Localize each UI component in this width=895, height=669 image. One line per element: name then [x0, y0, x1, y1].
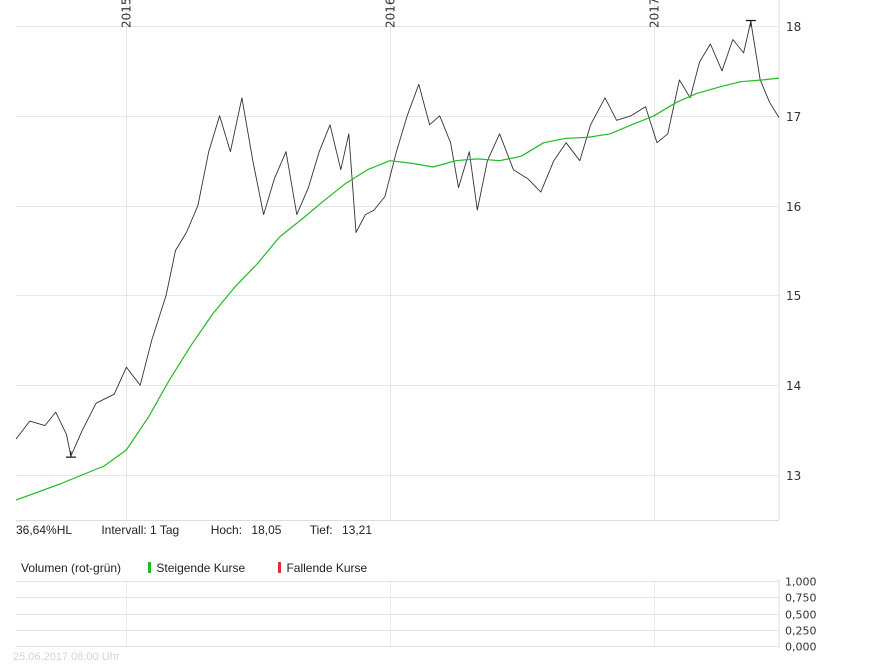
marker-high	[745, 19, 756, 27]
price-y-tick-label: 17	[786, 110, 801, 124]
falling-label: Fallende Kurse	[286, 561, 368, 575]
price-plot-area	[16, 0, 779, 520]
price-y-tick-label: 16	[786, 200, 801, 214]
falling-swatch	[278, 562, 282, 573]
price-y-tick-label: 13	[786, 469, 801, 483]
price-markers	[65, 19, 756, 458]
price-x-tick-label: 2016	[384, 0, 398, 28]
price-y-axis: 13 14 15 16 17 18	[786, 20, 801, 483]
price-lines	[15, 21, 780, 501]
low-value: 13,21	[341, 523, 373, 537]
price-grid	[16, 0, 780, 521]
range-percent: 36,64%HL	[16, 523, 73, 537]
price-y-tick-label: 18	[786, 20, 801, 34]
volume-y-tick-label: 0,250	[785, 625, 817, 638]
rising-label: Steigende Kurse	[156, 561, 246, 575]
stats-bar: 36,64%HL Intervall: 1 Tag Hoch: 18,05 Ti…	[16, 523, 372, 537]
rising-swatch	[148, 562, 152, 573]
volume-y-tick-label: 0,500	[785, 609, 817, 622]
price-x-axis: 2015 2016 2017	[120, 0, 662, 28]
volume-legend: Volumen (rot-grün) Steigende Kurse Falle…	[21, 561, 367, 575]
price-y-tick-label: 14	[786, 379, 801, 393]
price-x-tick-label: 2015	[120, 0, 134, 28]
price-x-tick-label: 2017	[648, 0, 662, 28]
volume-y-tick-label: 0,000	[785, 641, 817, 654]
footer-timestamp: 25.06.2017 08:00 Uhr	[13, 651, 120, 663]
volume-title: Volumen (rot-grün)	[21, 561, 122, 575]
moving-average-line	[15, 77, 780, 501]
price-series-line	[15, 21, 780, 457]
high-label: Hoch:	[210, 523, 243, 537]
volume-grid	[16, 579, 780, 648]
low-label: Tief:	[309, 523, 333, 537]
interval-label: Intervall: 1 Tag	[101, 523, 180, 537]
volume-y-tick-label: 1,000	[785, 576, 817, 589]
high-value: 18,05	[251, 523, 282, 537]
marker-low	[65, 451, 76, 458]
volume-y-tick-label: 0,750	[785, 592, 817, 605]
price-y-tick-label: 15	[786, 289, 801, 303]
volume-y-axis: 0,000 0,250 0,500 0,750 1,000	[785, 576, 817, 654]
